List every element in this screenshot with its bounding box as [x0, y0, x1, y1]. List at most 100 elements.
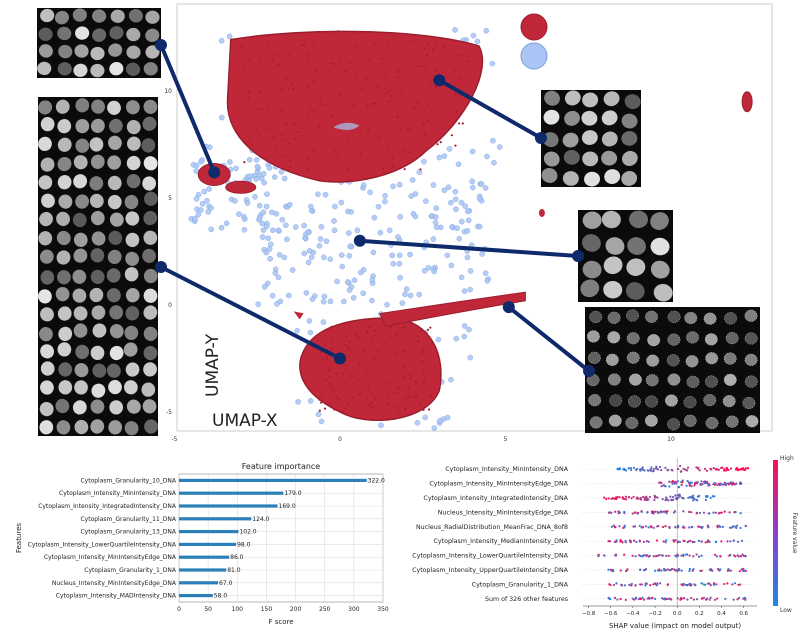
cell-nucleus	[74, 363, 89, 378]
shap-point	[660, 510, 663, 513]
shap-point	[666, 469, 669, 472]
fi-bar	[179, 581, 219, 585]
cell-nucleus	[90, 118, 105, 133]
umap-point-sparse	[435, 336, 442, 343]
shap-point	[686, 541, 689, 544]
cell-nucleus	[564, 90, 581, 106]
cell-nucleus	[645, 310, 659, 323]
umap-point-sparse	[467, 354, 474, 361]
umap-point-dense	[413, 395, 416, 399]
umap-point-sparse	[479, 251, 485, 257]
cell-nucleus	[587, 351, 601, 364]
umap-point-sparse	[448, 376, 454, 383]
umap-point-dense	[383, 373, 386, 376]
umap-point-dense	[403, 365, 406, 368]
cell-nucleus	[647, 334, 661, 347]
umap-point-sparse	[301, 222, 307, 229]
umap-point-dense	[327, 404, 330, 407]
fi-category-label: Cytoplasm_Intensity_MADIntensity_DNA	[56, 593, 177, 600]
shap-point	[674, 569, 677, 572]
shap-point	[603, 496, 606, 499]
cell-nucleus	[110, 9, 125, 23]
cell-nucleus	[125, 232, 140, 248]
umap-point-dense	[402, 399, 405, 402]
shap-point	[668, 480, 671, 483]
cell-nucleus	[542, 132, 559, 148]
umap-point-dense	[402, 326, 405, 329]
umap-point-dense	[319, 350, 323, 354]
shap-point	[702, 511, 706, 514]
umap-point-dense	[318, 125, 321, 128]
umap-point-dense	[388, 48, 391, 52]
shap-point	[705, 495, 708, 498]
umap-point-dense	[393, 345, 396, 349]
umap-point-dense	[302, 127, 306, 130]
cell-nucleus	[109, 400, 124, 415]
umap-point-sparse	[263, 203, 270, 210]
umap-point-sparse	[208, 226, 214, 233]
shap-point	[736, 540, 740, 543]
umap-point-sparse	[331, 227, 338, 234]
shap-point	[739, 555, 743, 558]
umap-point-sparse	[378, 422, 384, 429]
umap-point-dense	[266, 43, 269, 47]
shap-point	[709, 583, 712, 587]
shap-point	[632, 495, 635, 498]
shap-point	[735, 526, 738, 530]
shap-point	[664, 485, 667, 488]
umap-point-dense	[365, 397, 368, 400]
umap-point-dense	[421, 349, 424, 352]
umap-point-sparse	[369, 277, 376, 283]
shap-point	[655, 555, 658, 558]
cell-nucleus	[108, 230, 123, 246]
umap-point-dense	[381, 56, 384, 59]
shap-point	[708, 568, 711, 571]
cell-nucleus	[625, 282, 645, 300]
cell-nucleus	[608, 414, 622, 427]
umap-point-sparse	[444, 414, 451, 421]
umap-point-dense	[255, 108, 258, 111]
umap-point-sparse	[444, 252, 451, 259]
cell-nucleus	[39, 401, 54, 417]
shap-point	[656, 510, 659, 514]
umap-point-sparse	[382, 198, 388, 205]
cell-nucleus	[627, 237, 646, 255]
umap-point-dense	[307, 57, 310, 60]
shap-point	[691, 540, 694, 544]
umap-point-dense	[429, 81, 432, 84]
cell-nucleus	[38, 27, 53, 41]
cell-nucleus	[582, 151, 599, 167]
cell-nucleus	[705, 352, 719, 365]
shap-point	[685, 484, 688, 487]
cell-nucleus	[109, 345, 124, 361]
umap-point-dense	[330, 113, 334, 117]
shap-point	[661, 554, 664, 557]
cell-nucleus	[92, 9, 107, 23]
shap-point	[709, 596, 712, 599]
shap-point	[680, 554, 683, 557]
cell-nucleus	[143, 326, 158, 341]
shap-point	[671, 479, 674, 483]
shap-point	[603, 554, 606, 557]
umap-point-sparse	[223, 220, 230, 227]
shap-point	[723, 582, 726, 586]
shap-point	[656, 569, 659, 572]
cell-nucleus	[604, 169, 621, 184]
umap-point-dense	[416, 340, 419, 343]
cell-nucleus	[72, 269, 87, 284]
cell-nucleus	[581, 110, 598, 126]
top-left-cells	[37, 8, 161, 78]
umap-point-dense	[247, 96, 250, 99]
shap-point	[663, 597, 666, 600]
cell-nucleus	[75, 344, 90, 360]
umap-point-dense	[429, 394, 433, 398]
umap-point-dense	[454, 69, 457, 72]
umap-point-dense	[349, 374, 352, 377]
umap-point-dense	[364, 369, 368, 373]
shap-point	[671, 469, 674, 472]
cell-nucleus	[107, 175, 122, 191]
shap-point	[698, 469, 701, 472]
shap-point	[679, 464, 682, 468]
cell-nucleus	[725, 331, 739, 345]
umap-point-dense	[426, 52, 429, 55]
